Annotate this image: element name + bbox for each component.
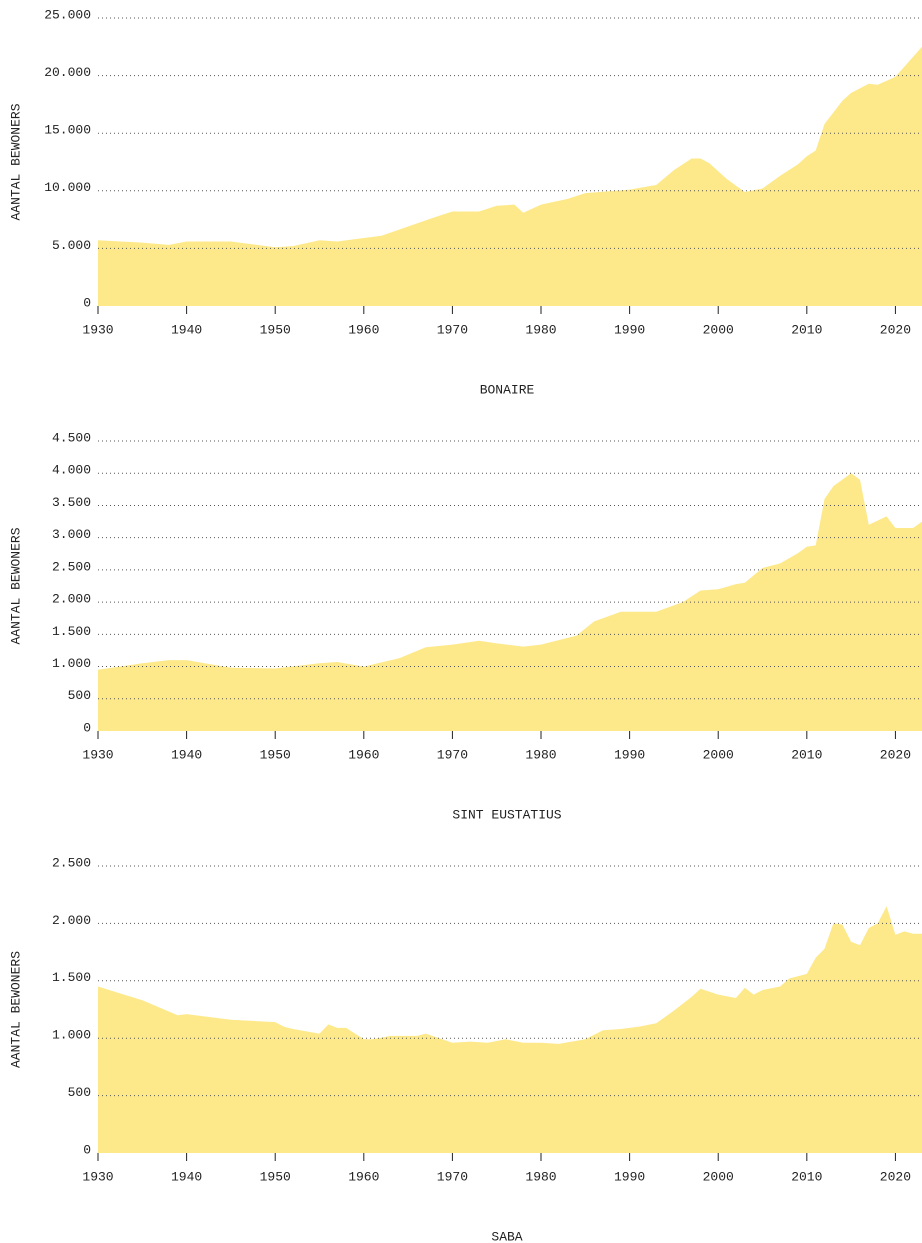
y-tick-label: 2.500 [52,559,91,574]
x-tick-label: 2020 [880,747,911,762]
x-tick-label: 1990 [614,747,645,762]
x-tick-label: 2010 [791,322,822,337]
chart-title: SINT EUSTATIUS [452,807,561,822]
y-tick-label: 5.000 [52,238,91,253]
y-tick-label: 4.500 [52,430,91,445]
y-tick-label: 1.000 [52,656,91,671]
y-tick-label: 2.500 [52,855,91,870]
y-tick-label: 2.000 [52,913,91,928]
y-axis-label: AANTAL BEWONERS [8,951,23,1068]
y-tick-label: 10.000 [44,180,91,195]
x-tick-label: 1930 [82,747,113,762]
x-tick-label: 1950 [260,322,291,337]
y-tick-label: 2.000 [52,592,91,607]
x-tick-label: 2010 [791,1169,822,1184]
x-tick-label: 1960 [348,1169,379,1184]
y-tick-label: 500 [68,1085,91,1100]
x-tick-label: 1970 [437,1169,468,1184]
x-tick-label: 2000 [703,747,734,762]
y-axis-label: AANTAL BEWONERS [8,527,23,644]
x-tick-label: 1970 [437,322,468,337]
x-tick-label: 1930 [82,322,113,337]
x-tick-label: 2000 [703,322,734,337]
x-tick-label: 1950 [260,747,291,762]
y-tick-label: 500 [68,688,91,703]
y-tick-label: 15.000 [44,123,91,138]
x-tick-label: 1950 [260,1169,291,1184]
y-tick-label: 1.500 [52,624,91,639]
y-tick-label: 3.500 [52,495,91,510]
x-tick-label: 2000 [703,1169,734,1184]
area [98,46,922,307]
x-tick-label: 1930 [82,1169,113,1184]
y-tick-label: 4.000 [52,463,91,478]
y-tick-label: 20.000 [44,65,91,80]
area [98,906,922,1153]
y-tick-label: 3.000 [52,527,91,542]
y-tick-label: 25.000 [44,7,91,22]
x-tick-label: 1980 [525,322,556,337]
chart-title: BONAIRE [480,382,535,397]
x-tick-label: 1980 [525,1169,556,1184]
x-tick-label: 1940 [171,747,202,762]
x-tick-label: 1960 [348,747,379,762]
x-tick-label: 1990 [614,322,645,337]
y-axis-label: AANTAL BEWONERS [8,103,23,220]
x-tick-label: 2020 [880,1169,911,1184]
chart-title: SABA [491,1229,522,1243]
y-tick-label: 0 [83,720,91,735]
x-tick-label: 1960 [348,322,379,337]
x-tick-label: 1990 [614,1169,645,1184]
x-tick-label: 1940 [171,1169,202,1184]
x-tick-label: 1970 [437,747,468,762]
y-tick-label: 1.500 [52,970,91,985]
y-tick-label: 0 [83,295,91,310]
x-tick-label: 2010 [791,747,822,762]
area [98,473,922,731]
x-tick-label: 1980 [525,747,556,762]
y-tick-label: 1.000 [52,1028,91,1043]
x-tick-label: 2020 [880,322,911,337]
x-tick-label: 1940 [171,322,202,337]
y-tick-label: 0 [83,1142,91,1157]
